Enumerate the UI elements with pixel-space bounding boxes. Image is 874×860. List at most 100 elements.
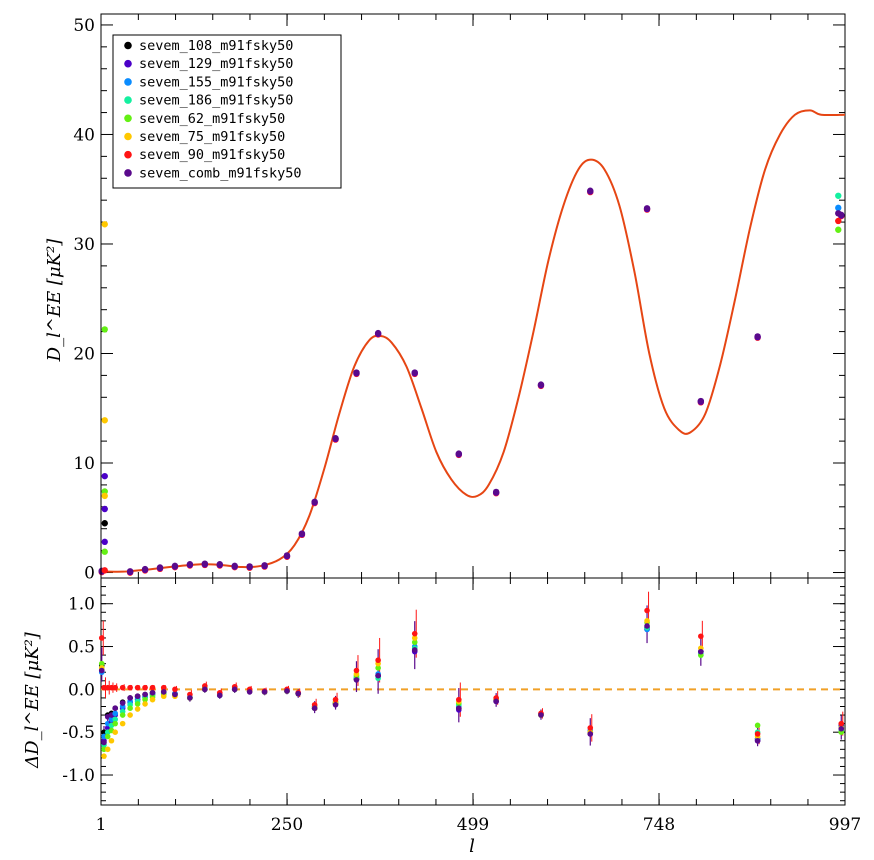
data-point bbox=[311, 498, 318, 505]
x-tick-label: 997 bbox=[829, 815, 861, 835]
data-point bbox=[587, 187, 594, 194]
residual-point-7 bbox=[353, 677, 360, 683]
residual-point-6 bbox=[119, 684, 126, 691]
residual-y-tick-label: 0.5 bbox=[68, 638, 95, 658]
data-point bbox=[126, 568, 134, 575]
legend-label: sevem_comb_m91fsky50 bbox=[139, 165, 302, 181]
residual-y-tick-label: -1.0 bbox=[62, 766, 95, 786]
legend-marker bbox=[124, 132, 132, 141]
x-axis-title: l bbox=[469, 836, 475, 857]
legend-label: sevem_62_m91fsky50 bbox=[139, 111, 285, 127]
x-tick-label: 748 bbox=[643, 815, 675, 835]
residual-point-7 bbox=[295, 690, 302, 697]
data-point bbox=[246, 563, 253, 570]
main-y-tick-label: 20 bbox=[73, 344, 95, 364]
residual-point-6 bbox=[127, 684, 133, 691]
residual-point-6 bbox=[172, 686, 178, 693]
legend-label: sevem_186_m91fsky50 bbox=[139, 93, 293, 109]
main-panel: 0 10 20 30 40 50 bbox=[73, 13, 846, 584]
residual-point-6 bbox=[98, 635, 105, 641]
data-point-7 bbox=[835, 210, 842, 217]
residual-point-4 bbox=[104, 733, 111, 740]
residual-point-7 bbox=[332, 701, 339, 708]
residual-point-7 bbox=[119, 700, 126, 706]
data-point bbox=[754, 333, 761, 340]
data-point bbox=[283, 552, 291, 559]
residual-point-5 bbox=[160, 693, 167, 700]
residual-point-6 bbox=[353, 667, 360, 674]
legend-marker bbox=[124, 96, 132, 104]
residual-point-5 bbox=[104, 746, 111, 753]
residual-point-6 bbox=[160, 684, 167, 691]
residual-point-7 bbox=[216, 692, 223, 699]
main-y-tick-label: 0 bbox=[84, 564, 95, 584]
residual-point-5 bbox=[108, 737, 115, 744]
data-point-6 bbox=[835, 217, 842, 225]
data-point-4 bbox=[101, 548, 108, 555]
residual-point-6 bbox=[112, 684, 118, 691]
residual-point-4 bbox=[127, 705, 133, 712]
main-y-tick-label: 50 bbox=[73, 16, 95, 36]
data-point bbox=[353, 369, 360, 376]
residual-point-7 bbox=[261, 689, 268, 695]
data-point bbox=[171, 562, 179, 570]
data-point bbox=[411, 369, 418, 376]
data-point bbox=[492, 488, 500, 496]
residual-y-axis-title: ΔD_l^EE [μK²] bbox=[22, 631, 43, 769]
residual-point-6 bbox=[644, 607, 650, 614]
residual-point-6 bbox=[332, 696, 339, 703]
main-y-tick-label: 30 bbox=[73, 235, 95, 255]
legend-marker bbox=[124, 169, 132, 177]
residual-point-5 bbox=[134, 706, 141, 712]
residual-point-4 bbox=[134, 701, 141, 707]
data-point-5 bbox=[101, 417, 108, 424]
residual-point-7 bbox=[284, 688, 290, 694]
data-point-2 bbox=[835, 204, 842, 212]
data-point-1 bbox=[101, 505, 108, 513]
residual-point-6 bbox=[838, 720, 845, 727]
x-axis-ticks: 1 250 499 748 997 bbox=[96, 14, 861, 835]
legend-label: sevem_129_m91fsky50 bbox=[139, 56, 293, 72]
residual-point-4 bbox=[142, 696, 148, 703]
legend-box bbox=[112, 34, 342, 189]
residual-point-4 bbox=[375, 665, 381, 671]
legend-label: sevem_90_m91fsky50 bbox=[139, 147, 285, 163]
x-tick-label: 250 bbox=[271, 815, 303, 835]
residual-point-5 bbox=[112, 729, 118, 735]
residual-point-7 bbox=[644, 623, 650, 629]
residual-point-7 bbox=[698, 648, 704, 655]
legend-marker bbox=[124, 59, 132, 68]
data-point bbox=[298, 530, 306, 537]
x-tick-label: 499 bbox=[457, 815, 489, 835]
residual-point-5 bbox=[644, 618, 650, 624]
residual-point-4 bbox=[119, 712, 126, 718]
residual-point-4 bbox=[411, 639, 418, 646]
data-point bbox=[332, 435, 339, 442]
residual-point-5 bbox=[411, 635, 418, 641]
residual-point-7 bbox=[142, 691, 148, 698]
residual-point-6 bbox=[134, 684, 141, 691]
data-point-1 bbox=[101, 472, 108, 480]
legend: sevem_108_m91fsky50 sevem_129_m91fsky50se… bbox=[112, 34, 342, 189]
residual-point-7 bbox=[98, 667, 105, 674]
residual-point-7 bbox=[493, 698, 499, 705]
data-point bbox=[261, 562, 268, 569]
data-point-1 bbox=[101, 538, 108, 546]
legend-label: sevem_108_m91fsky50 bbox=[139, 38, 293, 54]
residual-point-2 bbox=[112, 710, 118, 717]
residual-point-7 bbox=[112, 705, 118, 712]
residual-panel: -1.0 -0.5 0.0 0.5 1.0 bbox=[62, 577, 846, 806]
residual-point-6 bbox=[149, 684, 156, 691]
residual-point-5 bbox=[101, 753, 107, 759]
data-point-4 bbox=[835, 226, 842, 233]
residual-point-4 bbox=[98, 660, 105, 667]
data-point-5 bbox=[101, 221, 108, 228]
residual-point-7 bbox=[838, 725, 845, 732]
residual-point-6 bbox=[698, 633, 704, 640]
residual-point-4 bbox=[112, 720, 118, 727]
residual-point-4 bbox=[754, 722, 761, 729]
residual-y-tick-label: 1.0 bbox=[68, 595, 95, 615]
residual-point-6 bbox=[754, 731, 761, 737]
data-point bbox=[455, 450, 463, 457]
